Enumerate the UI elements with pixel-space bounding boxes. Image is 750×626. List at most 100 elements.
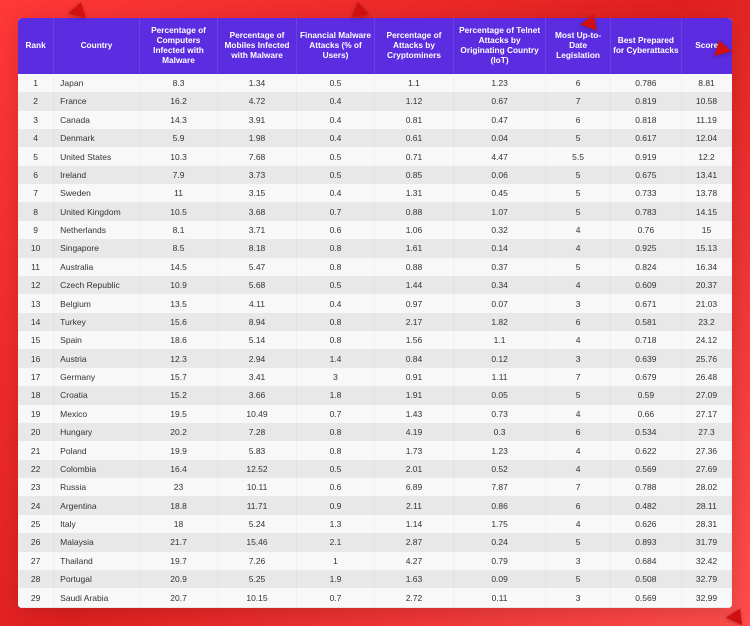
cell-telnet: 0.14 [453, 239, 546, 257]
cell-telnet: 1.75 [453, 515, 546, 533]
cell-telnet: 0.12 [453, 349, 546, 367]
cell-rank: 19 [18, 405, 54, 423]
cell-crypto: 1.63 [375, 570, 453, 588]
col-header-telnet: Percentage of Telnet Attacks by Originat… [453, 18, 546, 74]
cell-fin_attacks: 0.8 [296, 423, 374, 441]
cell-telnet: 1.23 [453, 441, 546, 459]
table-row: 25Italy185.241.31.141.7540.62628.31 [18, 515, 732, 533]
cell-score: 21.03 [682, 294, 732, 312]
cell-prepared: 0.824 [610, 258, 681, 276]
col-header-prepared: Best Prepared for Cyberattacks [610, 18, 681, 74]
cell-rank: 11 [18, 258, 54, 276]
cell-pc_malware: 10.3 [139, 147, 217, 165]
cell-country: Turkey [54, 313, 140, 331]
cell-mob_malware: 8.94 [218, 313, 296, 331]
cell-legislation: 7 [546, 368, 610, 386]
cell-pc_malware: 5.9 [139, 129, 217, 147]
cell-pc_malware: 10.9 [139, 276, 217, 294]
cell-fin_attacks: 0.4 [296, 92, 374, 110]
cell-country: Malaysia [54, 533, 140, 551]
cell-crypto: 1.56 [375, 331, 453, 349]
cell-crypto: 1.1 [375, 74, 453, 92]
cell-crypto: 1.06 [375, 221, 453, 239]
cell-crypto: 4.19 [375, 423, 453, 441]
cell-pc_malware: 8.3 [139, 74, 217, 92]
cell-mob_malware: 6.25 [218, 607, 296, 608]
cell-crypto: 4.27 [375, 552, 453, 570]
cell-legislation: 3 [546, 294, 610, 312]
cell-crypto: 2.72 [375, 588, 453, 606]
cell-mob_malware: 7.68 [218, 147, 296, 165]
cell-legislation: 4 [546, 515, 610, 533]
cell-rank: 18 [18, 386, 54, 404]
cell-mob_malware: 5.68 [218, 276, 296, 294]
col-header-mob_malware: Percentage of Mobiles Infected with Malw… [218, 18, 296, 74]
table-header: RankCountryPercentage of Computers Infec… [18, 18, 732, 74]
cell-fin_attacks: 1.4 [296, 349, 374, 367]
cell-prepared: 0.581 [610, 313, 681, 331]
cell-telnet: 0.11 [453, 588, 546, 606]
cell-telnet: 4.17 [453, 607, 546, 608]
cell-telnet: 0.34 [453, 276, 546, 294]
cell-legislation: 6 [546, 423, 610, 441]
table-body: 1Japan8.31.340.51.11.2360.7868.812France… [18, 74, 732, 608]
table-row: 5United States10.37.680.50.714.475.50.91… [18, 147, 732, 165]
cell-crypto: 1.31 [375, 184, 453, 202]
cell-pc_malware: 15.6 [139, 313, 217, 331]
cell-legislation: 4 [546, 276, 610, 294]
cell-mob_malware: 8.18 [218, 239, 296, 257]
cell-fin_attacks: 0.7 [296, 405, 374, 423]
table-row: 6Ireland7.93.730.50.850.0650.67513.41 [18, 166, 732, 184]
cell-pc_malware: 16.4 [139, 460, 217, 478]
cell-legislation: 4 [546, 460, 610, 478]
table-row: 29Saudi Arabia20.710.150.72.720.1130.569… [18, 588, 732, 606]
table-row: 16Austria12.32.941.40.840.1230.63925.76 [18, 349, 732, 367]
table-row: 26Malaysia21.715.462.12.870.2450.89331.7… [18, 533, 732, 551]
cell-rank: 30 [18, 607, 54, 608]
table-row: 15Spain18.65.140.81.561.140.71824.12 [18, 331, 732, 349]
cell-legislation: 5 [546, 202, 610, 220]
cell-legislation: 3 [546, 349, 610, 367]
cell-prepared: 0.66 [610, 405, 681, 423]
cell-rank: 21 [18, 441, 54, 459]
cell-mob_malware: 11.71 [218, 496, 296, 514]
cell-telnet: 0.45 [453, 184, 546, 202]
cell-mob_malware: 5.47 [218, 258, 296, 276]
table-row: 23Russia2310.110.66.897.8770.78828.02 [18, 478, 732, 496]
cell-prepared: 0.893 [610, 533, 681, 551]
cell-fin_attacks: 1.8 [296, 386, 374, 404]
cell-country: Argentina [54, 496, 140, 514]
cell-legislation: 6 [546, 74, 610, 92]
cell-legislation: 5 [546, 184, 610, 202]
cell-prepared: 0.788 [610, 478, 681, 496]
cell-legislation: 5 [546, 129, 610, 147]
cell-legislation: 5.5 [546, 147, 610, 165]
table-row: 8United Kingdom10.53.680.70.881.0750.783… [18, 202, 732, 220]
cell-fin_attacks: 0.5 [296, 276, 374, 294]
cell-crypto: 1.91 [375, 386, 453, 404]
col-header-crypto: Percentage of Attacks by Cryptominers [375, 18, 453, 74]
cell-crypto: 1.44 [375, 276, 453, 294]
cell-prepared: 0.675 [610, 166, 681, 184]
cell-country: France [54, 92, 140, 110]
cell-mob_malware: 1.34 [218, 74, 296, 92]
table-row: 4Denmark5.91.980.40.610.0450.61712.04 [18, 129, 732, 147]
cell-score: 10.58 [682, 92, 732, 110]
cell-score: 28.02 [682, 478, 732, 496]
cell-rank: 4 [18, 129, 54, 147]
cell-pc_malware: 23.1 [139, 607, 217, 608]
cell-crypto: 2.01 [375, 460, 453, 478]
cell-crypto: 1.73 [375, 441, 453, 459]
cell-fin_attacks: 0.7 [296, 202, 374, 220]
cell-mob_malware: 3.71 [218, 221, 296, 239]
cell-rank: 5 [18, 147, 54, 165]
cell-pc_malware: 18.8 [139, 496, 217, 514]
cell-crypto: 0.81 [375, 111, 453, 129]
cell-pc_malware: 8.5 [139, 239, 217, 257]
cell-crypto: 0.88 [375, 258, 453, 276]
cell-prepared: 0.818 [610, 111, 681, 129]
cell-telnet: 0.52 [453, 460, 546, 478]
cell-fin_attacks: 0.8 [296, 441, 374, 459]
table-card: RankCountryPercentage of Computers Infec… [18, 18, 732, 608]
cell-country: Sweden [54, 184, 140, 202]
